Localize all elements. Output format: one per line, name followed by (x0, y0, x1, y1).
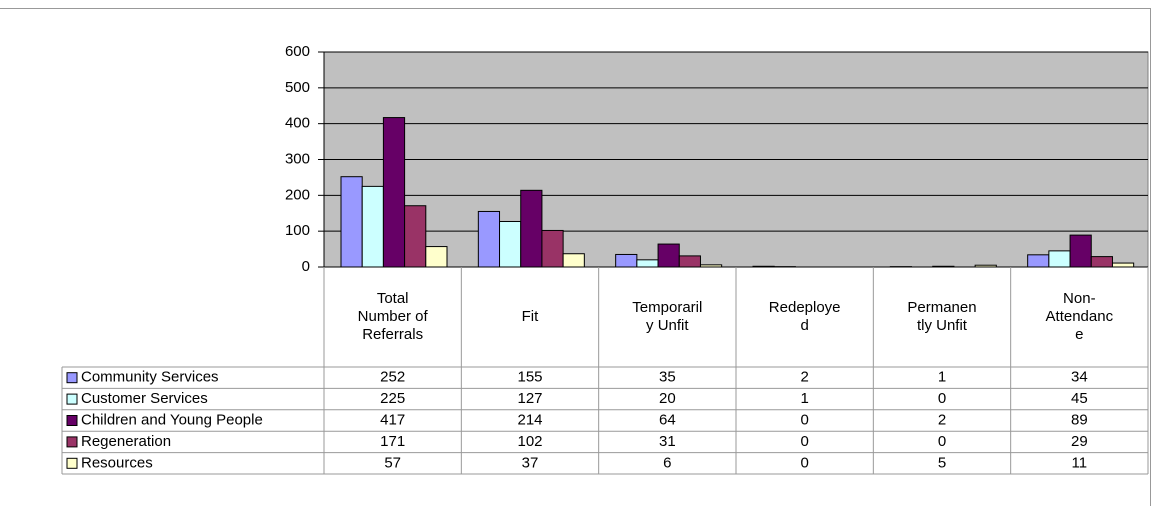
bar (499, 220, 522, 268)
bar (678, 255, 701, 268)
bar (1069, 234, 1092, 268)
bar (562, 253, 585, 268)
y-tick-label: 600 (285, 43, 310, 60)
table-value: 20 (659, 390, 676, 407)
table-value: 0 (800, 454, 808, 471)
table-value: 57 (384, 454, 401, 471)
table-value: 102 (517, 433, 542, 450)
bar (1027, 254, 1050, 268)
y-tick-label: 0 (302, 258, 310, 275)
legend-label: Resources (81, 454, 153, 471)
bar (361, 185, 384, 268)
category-cell: Permanently Unfit (873, 267, 1010, 367)
table-value: 417 (380, 411, 405, 428)
table-value: 64 (659, 411, 676, 428)
bar (541, 229, 564, 268)
category-cell: Non-Attendance (1011, 267, 1148, 367)
x-tick-label: Redeployed (768, 299, 841, 334)
legend-swatch (66, 457, 78, 469)
legend-swatch (66, 393, 78, 405)
table-value: 0 (800, 433, 808, 450)
category-cell: Total Number of Referrals (324, 267, 461, 367)
table-value: 0 (800, 411, 808, 428)
legend-label: Children and Young People (81, 411, 263, 428)
table-value: 0 (938, 433, 946, 450)
cell: Fit (461, 267, 598, 367)
bar (1048, 250, 1071, 268)
legend-label: Regeneration (81, 433, 171, 450)
y-tick-label: 200 (285, 186, 310, 203)
table-value: 1 (800, 390, 808, 407)
table-value: 45 (1071, 390, 1088, 407)
legend-label: Customer Services (81, 390, 208, 407)
cell: Redeployed (736, 267, 873, 367)
bar (340, 176, 363, 268)
x-tick-label: Temporarily Unfit (632, 299, 703, 334)
category-cell: Redeployed (736, 267, 873, 367)
table-value: 37 (522, 454, 539, 471)
table-value: 34 (1071, 369, 1088, 386)
bar (1090, 256, 1113, 268)
table-value: 29 (1071, 433, 1088, 450)
table-value: 2 (938, 411, 946, 428)
table-value: 5 (938, 454, 946, 471)
bar (382, 117, 406, 268)
table-value: 171 (380, 433, 405, 450)
table-value: 252 (380, 369, 405, 386)
bar (520, 189, 543, 268)
x-tick-label: Total Number of Referrals (357, 290, 428, 343)
y-tick-label: 100 (285, 222, 310, 239)
category-cell: Temporarily Unfit (599, 267, 736, 367)
table-value: 155 (517, 369, 542, 386)
table-value: 127 (517, 390, 542, 407)
cell: Total Number of Referrals (324, 267, 461, 367)
legend-label: Community Services (81, 369, 219, 386)
table-value: 214 (517, 411, 542, 428)
y-tick-label: 500 (285, 79, 310, 96)
bar (425, 246, 448, 268)
bar (636, 259, 659, 268)
table-value: 0 (938, 390, 946, 407)
bar (657, 243, 680, 268)
x-tick-label: Permanently Unfit (907, 299, 977, 334)
x-tick-label: Non-Attendance (1045, 290, 1114, 343)
table-value: 2 (800, 369, 808, 386)
table-value: 31 (659, 433, 676, 450)
cell: Permanently Unfit (873, 267, 1010, 367)
table-value: 225 (380, 390, 405, 407)
table-value: 89 (1071, 411, 1088, 428)
legend-swatch (66, 436, 78, 448)
table-value: 6 (663, 454, 671, 471)
y-tick-label: 400 (285, 115, 310, 132)
bar (615, 253, 638, 268)
table-value: 35 (659, 369, 676, 386)
x-tick-label: Fit (521, 308, 539, 325)
bar (477, 210, 501, 268)
table-value: 1 (938, 369, 946, 386)
category-cell: Fit (461, 267, 598, 367)
cell: Non-Attendance (1011, 267, 1148, 367)
cell: Temporarily Unfit (599, 267, 736, 367)
legend-swatch (66, 372, 78, 384)
y-tick-label: 300 (285, 150, 310, 167)
bar (404, 205, 427, 268)
legend-swatch (66, 415, 78, 426)
table-value: 11 (1072, 454, 1088, 471)
